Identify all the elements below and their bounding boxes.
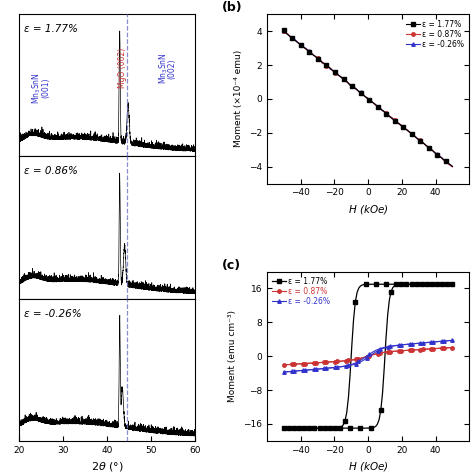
ε = 0.87% [356, 88, 361, 94]
X-axis label: $2\theta$ (°): $2\theta$ (°) [91, 460, 123, 473]
ε = 1.77% [383, 111, 389, 117]
Y-axis label: Moment (emu cm⁻³): Moment (emu cm⁻³) [228, 310, 237, 402]
Text: Mn$_3$SnN: Mn$_3$SnN [157, 52, 170, 84]
ε = 1.77% [443, 282, 448, 287]
ε = 0.87% [430, 346, 436, 352]
ε = 1.77% [320, 425, 326, 431]
X-axis label: $H$ (kOe): $H$ (kOe) [348, 460, 388, 473]
Text: Mn$_3$SnN: Mn$_3$SnN [30, 72, 43, 104]
ε = -0.26% [356, 359, 361, 365]
ε = 1.77% [356, 88, 361, 94]
ε = 1.77% [430, 148, 436, 154]
ε = -0.26% [396, 342, 402, 348]
ε = 1.77% [449, 282, 455, 287]
Text: MgO (002): MgO (002) [118, 48, 128, 88]
ε = -0.26% [281, 369, 287, 375]
ε = 1.77% [381, 109, 387, 114]
Text: (b): (b) [222, 1, 243, 14]
ε = -0.26% [381, 109, 387, 114]
ε = 1.77% [390, 116, 395, 122]
Text: ε = -0.26%: ε = -0.26% [24, 309, 82, 319]
Line: ε = 1.77%: ε = 1.77% [282, 283, 454, 430]
X-axis label: $H$ (kOe): $H$ (kOe) [348, 203, 388, 216]
ε = 0.87% [281, 28, 287, 34]
ε = -0.26% [449, 164, 455, 169]
ε = 0.87% [449, 164, 455, 170]
ε = -0.26% [390, 116, 395, 121]
ε = 0.87% [381, 349, 387, 355]
ε = 1.77% [396, 121, 402, 127]
ε = -0.26% [430, 148, 436, 154]
ε = 1.77% [281, 27, 287, 33]
ε = 0.87% [281, 362, 287, 368]
ε = 0.87% [430, 148, 436, 154]
ε = -0.26% [449, 337, 455, 343]
ε = 1.77% [382, 282, 387, 287]
Line: ε = -0.26%: ε = -0.26% [282, 338, 454, 374]
Line: ε = 1.77%: ε = 1.77% [282, 28, 454, 168]
ε = -0.26% [356, 88, 361, 94]
ε = -0.26% [396, 121, 402, 127]
ε = 1.77% [438, 282, 443, 287]
Text: (002): (002) [168, 58, 177, 79]
ε = 0.87% [396, 348, 402, 354]
ε = 1.77% [368, 282, 374, 287]
ε = -0.26% [383, 344, 389, 350]
Text: (001): (001) [42, 78, 51, 99]
ε = 1.77% [313, 425, 319, 431]
Text: ε = 1.77%: ε = 1.77% [24, 24, 78, 34]
ε = 1.77% [429, 282, 435, 287]
ε = -0.26% [390, 343, 395, 349]
ε = 0.87% [381, 109, 387, 115]
ε = 1.77% [449, 164, 455, 169]
Line: ε = 0.87%: ε = 0.87% [282, 346, 454, 366]
ε = 1.77% [281, 425, 287, 431]
Text: (c): (c) [222, 259, 241, 272]
Line: ε = 0.87%: ε = 0.87% [282, 30, 454, 169]
ε = -0.26% [281, 28, 287, 34]
ε = 0.87% [449, 345, 455, 350]
ε = 0.87% [383, 110, 389, 116]
ε = -0.26% [381, 345, 387, 350]
ε = 0.87% [390, 348, 395, 354]
ε = -0.26% [430, 339, 436, 345]
Line: ε = -0.26%: ε = -0.26% [282, 30, 454, 168]
ε = 0.87% [390, 115, 395, 121]
ε = 0.87% [356, 356, 361, 362]
Text: ε = 0.86%: ε = 0.86% [24, 166, 78, 176]
Legend: ε = 1.77%, ε = 0.87%, ε = -0.26%: ε = 1.77%, ε = 0.87%, ε = -0.26% [404, 18, 465, 50]
ε = 0.87% [396, 120, 402, 126]
ε = -0.26% [383, 110, 389, 116]
Legend: ε = 1.77%, ε = 0.87%, ε = -0.26%: ε = 1.77%, ε = 0.87%, ε = -0.26% [271, 275, 332, 308]
Y-axis label: Moment (×10⁻⁴ emu): Moment (×10⁻⁴ emu) [234, 50, 243, 147]
ε = 0.87% [383, 349, 389, 355]
